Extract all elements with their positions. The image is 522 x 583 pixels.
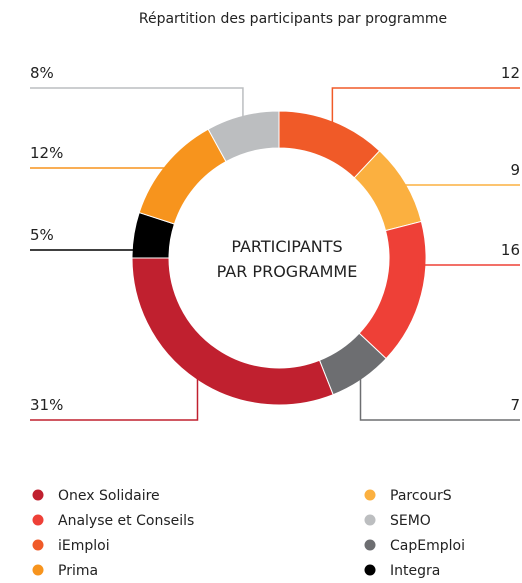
leader-line — [30, 377, 199, 421]
center-label: PARTICIPANTS — [231, 237, 342, 256]
leader-line — [359, 377, 520, 421]
value-label: 31% — [30, 396, 63, 414]
legend-swatch — [32, 489, 44, 501]
legend-swatch — [364, 539, 376, 551]
value-label: 9 — [510, 161, 520, 179]
leader-line — [30, 165, 169, 169]
leader-line — [331, 87, 520, 124]
donut-slice — [138, 128, 227, 225]
legend-label: Integra — [390, 563, 440, 579]
value-label: 5% — [30, 226, 54, 244]
legend-label: ParcourS — [390, 488, 452, 504]
leader-line — [418, 264, 520, 295]
value-label: 7 — [510, 396, 520, 414]
legend-label: CapEmploi — [390, 538, 465, 554]
leader-line — [403, 184, 520, 186]
legend-label: Prima — [58, 563, 98, 579]
center-label: PAR PROGRAMME — [217, 262, 358, 281]
legend-label: Analyse et Conseils — [58, 513, 194, 529]
value-label: 12% — [30, 144, 63, 162]
value-label: 12 — [501, 64, 520, 82]
legend-swatch — [364, 489, 376, 501]
legend-label: Onex Solidaire — [58, 488, 160, 504]
donut-slice — [207, 110, 280, 163]
legend-swatch — [364, 514, 376, 526]
legend-label: SEMO — [390, 513, 431, 529]
legend-label: iEmploi — [58, 538, 110, 554]
leader-line — [30, 87, 244, 118]
chart-title: Répartition des participants par program… — [139, 11, 447, 27]
legend-swatch — [32, 514, 44, 526]
legend-swatch — [364, 564, 376, 576]
value-label: 8% — [30, 64, 54, 82]
value-label: 16 — [501, 241, 520, 259]
leader-line — [30, 235, 137, 251]
legend-swatch — [32, 539, 44, 551]
legend-swatch — [32, 564, 44, 576]
donut-slice — [358, 220, 427, 360]
